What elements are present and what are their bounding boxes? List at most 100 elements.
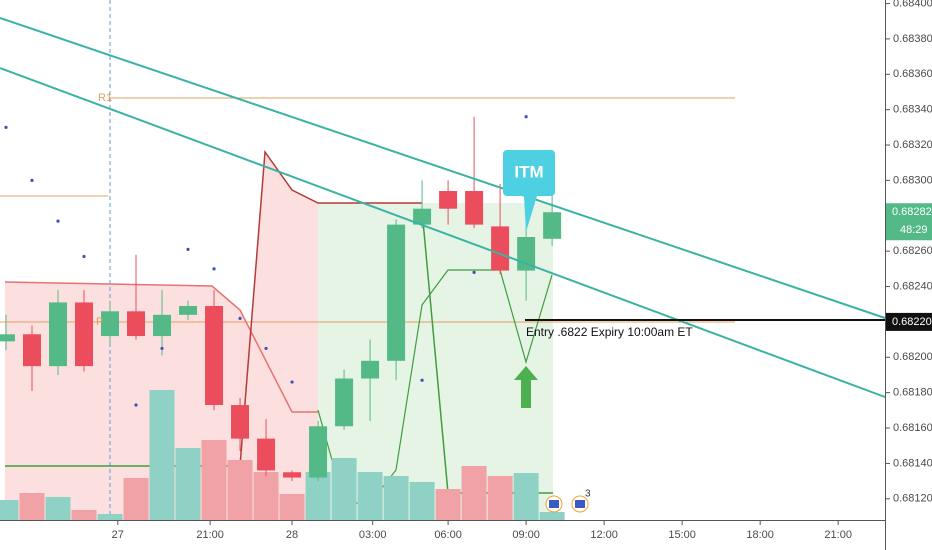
volume-bar [331, 458, 357, 520]
candle-body [543, 212, 562, 239]
countdown-label: 48:29 [900, 224, 928, 236]
last-price-box [886, 203, 932, 241]
y-tick-label: 0.68160 [893, 422, 932, 434]
last-price-label: 0.68282 [892, 206, 932, 218]
sar-dot [472, 270, 476, 274]
entry-label: Entry .6822 Expiry 10:00am ET [526, 325, 693, 339]
sar-dot [4, 125, 8, 129]
x-tick-label: 15:00 [668, 529, 696, 541]
candle-body [491, 226, 510, 271]
volume-bar [539, 512, 565, 520]
y-tick-label: 0.68340 [893, 104, 932, 116]
price-axis [886, 0, 932, 550]
y-tick-label: 0.68140 [893, 457, 932, 469]
sar-dot [290, 380, 294, 384]
volume-bar [97, 514, 123, 520]
line-price-label: 0.68220 [892, 316, 932, 328]
volume-bar [45, 497, 71, 520]
y-tick-label: 0.68180 [893, 387, 932, 399]
volume-bar [0, 500, 19, 520]
volume-bar [71, 510, 97, 520]
volume-bar [409, 482, 435, 520]
sar-dot [238, 316, 242, 320]
volume-bar [279, 494, 305, 520]
x-tick-label: 27 [112, 529, 124, 541]
y-tick-label: 0.68200 [893, 351, 932, 363]
itm-label: ITM [514, 162, 543, 181]
flag-icon [575, 500, 585, 508]
volume-bar [383, 476, 409, 520]
volume-bar [149, 390, 175, 520]
candle-body [335, 378, 354, 427]
volume-bar [201, 440, 227, 520]
candle-body [387, 224, 406, 361]
candle-body [48, 302, 67, 367]
event-count: 3 [585, 489, 591, 500]
volume-bar [227, 460, 253, 520]
axes: 0.68400 0.68380 0.68360 0.68340 0.68320 0.683… [112, 0, 932, 541]
up-arrow [514, 366, 538, 408]
x-tick-label: 21:00 [824, 529, 852, 541]
r1-label: R1 [98, 92, 112, 104]
y-tick-label: 0.68400 [893, 0, 932, 9]
candle-body [465, 191, 484, 225]
candle-body [0, 334, 15, 342]
candle-body [231, 405, 250, 439]
sar-dot [56, 219, 60, 223]
candle-body [309, 426, 328, 478]
candle-body [101, 311, 120, 337]
line-price-box [886, 312, 932, 331]
y-tick-label: 0.68120 [893, 493, 932, 505]
candle-body [75, 302, 94, 367]
y-tick-label: 0.68360 [893, 68, 932, 80]
itm-callout [503, 150, 555, 232]
volume-bar [513, 473, 539, 520]
x-tick-label: 18:00 [746, 529, 774, 541]
candle-body [127, 311, 146, 337]
x-tick-label: 28 [286, 529, 298, 541]
candle-body [439, 191, 458, 209]
trend-line [0, 67, 886, 398]
sar-dot [186, 247, 190, 251]
x-tick-label: 06:00 [434, 529, 462, 541]
volume-bar [435, 489, 461, 520]
y-tick-label: 0.68320 [893, 139, 932, 151]
sar-dot [420, 378, 424, 382]
candle-body [179, 305, 198, 315]
candle-body [257, 438, 276, 471]
dark-red-line [239, 149, 422, 467]
volume-bar [19, 493, 45, 520]
y-tick-label: 0.68240 [893, 280, 932, 292]
candle-body [283, 472, 302, 478]
sar-dot [160, 346, 164, 351]
y-tick-label: 0.68380 [893, 33, 932, 45]
sar-dot [264, 346, 268, 351]
x-tick-label: 03:00 [359, 529, 387, 541]
sar-dot [134, 403, 138, 407]
x-tick-label: 12:00 [590, 529, 618, 541]
volume-bar [461, 466, 487, 520]
candle-body [153, 314, 172, 337]
data-layer [0, 115, 565, 520]
drawings: R1 P ITM Entry .6822 Expiry 10:00am ET 3 [0, 17, 886, 513]
time-axis [0, 521, 886, 550]
candle-body [205, 305, 224, 406]
sar-dot [30, 178, 34, 183]
y-tick-label: 0.68260 [893, 245, 932, 257]
sar-dot [82, 254, 86, 259]
volume-bar [357, 472, 383, 520]
volume-bar [175, 448, 201, 520]
flag-icon [549, 500, 559, 508]
red-line [4, 281, 318, 413]
x-tick-label: 21:00 [196, 529, 224, 541]
trend-line [0, 17, 886, 319]
candle-body [22, 334, 41, 367]
sar-dot [212, 267, 216, 271]
candle-body [361, 360, 380, 379]
volume-bar [123, 478, 149, 520]
candle-body [413, 208, 432, 225]
sar-dot [524, 115, 528, 119]
p-label: P [96, 316, 103, 328]
volume-bar [487, 476, 513, 520]
